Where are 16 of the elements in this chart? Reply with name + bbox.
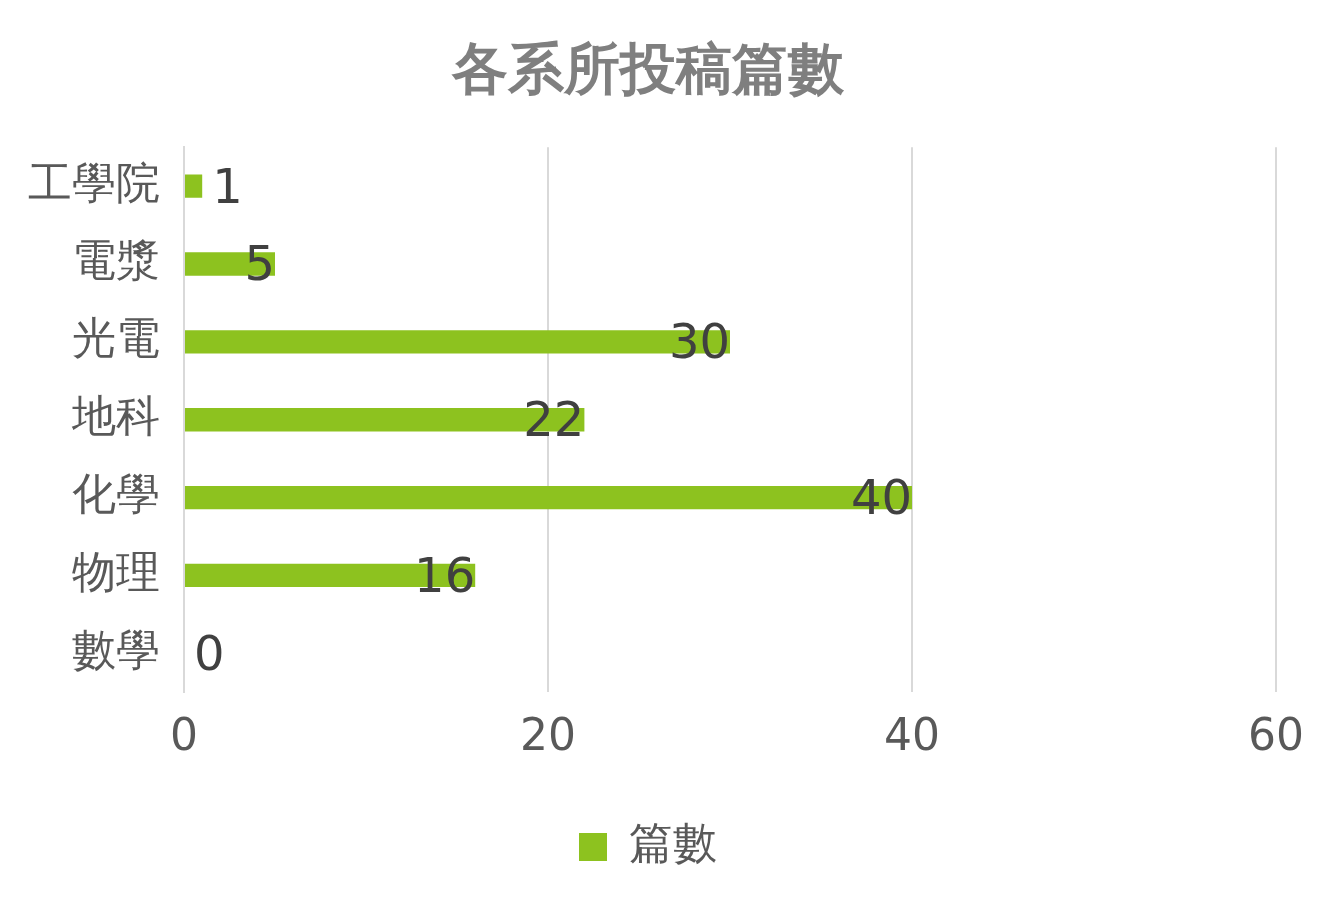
y-tick-label: 地科 xyxy=(71,390,160,442)
bar xyxy=(185,174,203,198)
y-tick-label: 光電 xyxy=(72,312,160,364)
x-tick-label: 40 xyxy=(884,709,940,761)
data-label: 0 xyxy=(194,624,225,681)
y-tick-label: 物理 xyxy=(72,545,160,597)
legend-label: 篇數 xyxy=(629,817,717,869)
x-tick-label: 20 xyxy=(520,709,576,761)
y-tick-label: 電漿 xyxy=(72,234,160,286)
chart-title: 各系所投稿篇數 xyxy=(451,36,845,102)
y-tick-label: 工學院 xyxy=(28,156,160,208)
x-tick-label: 0 xyxy=(170,709,198,761)
data-label: 1 xyxy=(212,157,243,214)
y-tick-label: 化學 xyxy=(72,467,160,519)
x-tick-label: 60 xyxy=(1248,709,1304,761)
y-tick-label: 數學 xyxy=(72,623,160,675)
